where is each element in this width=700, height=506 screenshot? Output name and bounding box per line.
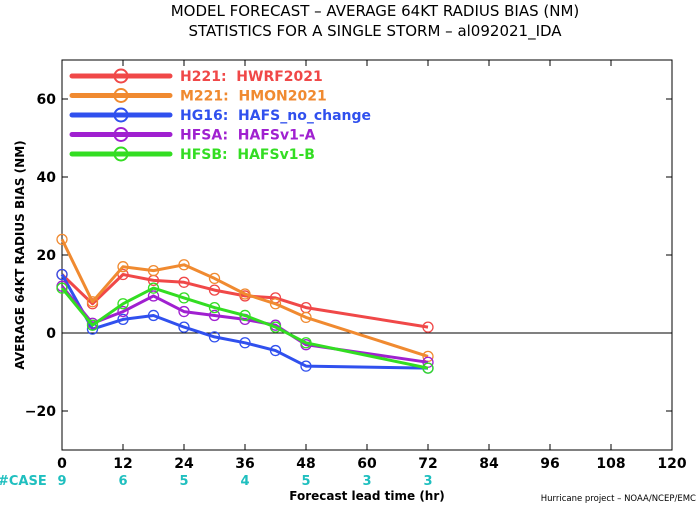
data-point (239, 288, 251, 300)
legend-label: HG16: HAFS_no_change (180, 108, 371, 124)
series-layer (56, 233, 434, 374)
data-point (239, 337, 251, 349)
case-count: 4 (240, 474, 249, 489)
legend-label: HFSA: HAFSv1-A (180, 128, 316, 144)
legend-item: H221: HWRF2021 (69, 68, 323, 85)
data-point (178, 305, 190, 318)
chart-subtitle: STATISTICS FOR A SINGLE STORM – al092021… (188, 22, 562, 41)
data-point (208, 284, 221, 296)
x-axis: 0 12 24 36 48 60 72 84 96 108 120 (57, 60, 687, 472)
data-point (208, 272, 221, 285)
data-point (117, 261, 129, 273)
case-count: 3 (423, 474, 432, 489)
case-count: 3 (362, 474, 371, 489)
y-tick-label: 40 (37, 170, 57, 186)
data-point (147, 282, 160, 294)
data-point (269, 298, 282, 310)
chart-title: MODEL FORECAST – AVERAGE 64KT RADIUS BIA… (171, 2, 580, 20)
data-point (178, 276, 190, 288)
data-point (147, 290, 160, 302)
legend-item: HFSB: HAFSv1-B (69, 146, 315, 163)
series-line (60, 286, 429, 370)
data-point (178, 292, 190, 304)
data-point (269, 321, 282, 333)
y-tick-label: 60 (37, 92, 57, 108)
x-tick-label: 96 (540, 456, 559, 472)
data-point (300, 311, 312, 324)
data-point (117, 298, 129, 310)
data-point (117, 305, 129, 318)
data-point (300, 360, 312, 372)
y-tick-label: −20 (25, 404, 56, 420)
x-tick-label: 72 (418, 456, 437, 472)
case-label: #CASE (0, 474, 47, 489)
x-axis-label: Forecast lead time (hr) (289, 489, 445, 503)
x-tick-label: 0 (57, 456, 67, 472)
data-point (208, 301, 221, 314)
case-count: 9 (57, 474, 66, 489)
data-point (147, 264, 160, 277)
case-count: 5 (179, 474, 188, 489)
legend-item: HG16: HAFS_no_change (69, 107, 371, 124)
legend-swatch-marker (113, 127, 129, 142)
x-tick-label: 36 (235, 456, 254, 472)
x-tick-label: 60 (357, 456, 377, 472)
y-tick-label: 20 (37, 248, 57, 264)
x-tick-label: 108 (596, 456, 625, 472)
x-tick-label: 120 (657, 456, 686, 472)
case-count: 5 (301, 474, 310, 489)
case-counts: 9 6 5 4 5 3 3 (57, 474, 432, 489)
case-count: 6 (118, 474, 127, 489)
data-point (56, 233, 68, 246)
data-point (269, 344, 282, 357)
legend-swatch-marker (113, 88, 129, 103)
data-point (178, 321, 190, 333)
series-1 (56, 233, 434, 363)
y-axis-label: AVERAGE 64KT RADIUS BIAS (NM) (13, 140, 27, 369)
credit-text: Hurricane project – NOAA/NCEP/EMC (541, 494, 696, 504)
x-tick-label: 24 (174, 456, 194, 472)
data-point (422, 362, 434, 374)
y-tick-label: 0 (46, 326, 56, 342)
legend-swatch-marker (113, 146, 129, 162)
data-point (208, 309, 221, 322)
x-tick-label: 48 (296, 456, 315, 472)
data-point (422, 321, 434, 333)
series-line (60, 273, 429, 329)
legend-label: M221: HMON2021 (180, 89, 327, 105)
legend-label: HFSB: HAFSv1-B (180, 147, 315, 163)
data-point (239, 309, 251, 322)
legend: H221: HWRF2021 M221: HMON2021 HG16: HAFS_n… (69, 68, 371, 163)
data-point (117, 313, 129, 326)
legend-item: M221: HMON2021 (69, 88, 327, 105)
x-tick-label: 12 (113, 456, 132, 472)
data-point (147, 309, 160, 322)
legend-label: H221: HWRF2021 (180, 69, 323, 85)
data-point (86, 319, 99, 331)
legend-swatch-marker (113, 68, 129, 84)
data-point (208, 331, 221, 343)
x-tick-label: 84 (479, 456, 499, 472)
data-point (300, 337, 312, 349)
series-line (60, 238, 429, 358)
y-axis: −20 0 20 40 60 (25, 92, 672, 420)
data-point (56, 282, 68, 294)
series-4 (56, 282, 434, 374)
legend-swatch-marker (113, 107, 129, 123)
data-point (56, 268, 68, 281)
data-point (178, 259, 190, 271)
legend-item: HFSA: HAFSv1-A (69, 127, 316, 144)
data-point (86, 296, 99, 308)
series-line (60, 273, 429, 370)
